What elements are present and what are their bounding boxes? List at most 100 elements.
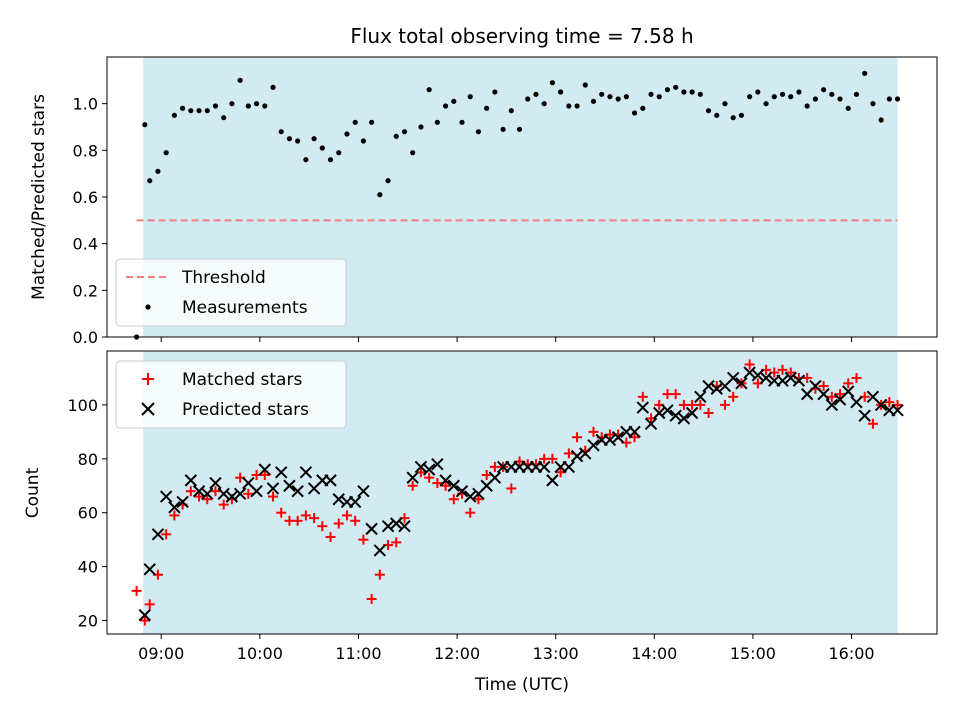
bottom-xtick-label: 10:00: [237, 644, 283, 663]
matched-star-point: [292, 515, 303, 526]
legend-threshold-label: Threshold: [181, 268, 266, 288]
predicted-star-point: [217, 487, 230, 501]
measurement-point: [862, 70, 868, 76]
measurement-point: [829, 91, 835, 97]
predicted-star-point: [611, 431, 625, 444]
matched-star-point: [695, 399, 706, 410]
legend-predicted-label: Predicted stars: [182, 400, 309, 420]
measurement-point: [755, 89, 761, 95]
measurement-point: [418, 124, 424, 130]
bottom-panel: 20 40 60 80 100 09:00 10:00 11:00 12:00 13:00 14:0…: [23, 350, 938, 695]
predicted-star-point: [398, 519, 411, 533]
predicted-star-point: [537, 460, 551, 474]
matched-star-point: [440, 480, 451, 491]
bottom-ytick-label: 100: [67, 396, 98, 415]
predicted-star-point: [455, 484, 469, 498]
measurement-point: [640, 105, 646, 111]
legend-measurements-label: Measurements: [182, 298, 308, 318]
measurement-point: [664, 87, 671, 93]
measurement-point: [656, 94, 662, 100]
top-ytick-label: 0.2: [73, 281, 98, 300]
predicted-star-point: [357, 484, 370, 498]
predicted-star-point: [661, 404, 674, 417]
bottom-ytick-label: 40: [78, 558, 98, 577]
measurement-point: [344, 131, 350, 137]
matched-star-point: [317, 521, 328, 532]
predicted-star-point: [431, 457, 444, 471]
predicted-star-point: [726, 371, 740, 385]
measurement-point: [262, 103, 268, 109]
predicted-star-point: [776, 374, 789, 387]
predicted-star-point: [422, 463, 436, 476]
predicted-star-point: [570, 449, 584, 463]
predicted-star-point: [233, 487, 247, 501]
matched-star-point: [276, 507, 287, 518]
predicted-star-point: [546, 474, 559, 487]
top-ytick-label: 0.6: [73, 188, 98, 207]
measurement-point: [689, 89, 695, 95]
measurement-point: [253, 101, 260, 107]
measurement-point: [401, 129, 408, 135]
predicted-star-point: [250, 484, 263, 498]
measurement-point: [327, 157, 334, 163]
predicted-star-point: [858, 409, 871, 422]
measurement-point: [500, 126, 506, 132]
measurement-point: [722, 101, 728, 107]
predicted-star-point: [891, 404, 904, 417]
predicted-star-point: [644, 417, 658, 430]
measurement-point: [171, 112, 177, 118]
measurement-point: [467, 94, 473, 100]
predicted-star-point: [283, 479, 296, 492]
top-panel: 0.0 0.2 0.4 0.6 0.8 1.0 Matched/Predicted sta…: [29, 56, 938, 347]
top-legend-box: [115, 258, 347, 327]
measurement-point: [804, 103, 810, 109]
predicted-star-point: [784, 371, 797, 385]
matched-star-point: [719, 399, 730, 410]
predicted-star-point: [332, 493, 345, 506]
predicted-star-point: [628, 425, 641, 439]
measurement-point: [484, 105, 490, 111]
predicted-star-point: [759, 371, 773, 385]
predicted-star-point: [743, 366, 756, 379]
measurement-point: [779, 91, 786, 97]
measurement-point: [771, 94, 777, 100]
measurement-point: [681, 89, 687, 95]
predicted-star-point: [439, 474, 452, 487]
bottom-legend-box: [115, 360, 347, 429]
predicted-star-point: [291, 484, 304, 498]
measurement-point: [237, 77, 243, 83]
matched-star-point: [300, 510, 311, 521]
predicted-star-point: [653, 406, 666, 420]
measurement-point: [142, 122, 148, 128]
predicted-star-point: [562, 460, 576, 474]
predicted-star-point: [874, 398, 888, 412]
predicted-star-point: [685, 406, 699, 420]
measurement-point: [442, 103, 449, 109]
matched-star-point: [218, 499, 229, 510]
matched-star-point: [309, 513, 320, 524]
predicted-star-point: [406, 471, 419, 484]
measurement-point: [820, 87, 827, 93]
top-ylabel: Matched/Predicted stars: [29, 94, 49, 300]
top-ytick-label: 1.0: [73, 95, 98, 114]
matched-star-point: [424, 472, 435, 483]
predicted-star-point: [447, 479, 460, 492]
measurement-point: [705, 108, 712, 114]
matched-star-point: [139, 615, 150, 626]
bottom-xtick-label: 09:00: [138, 644, 184, 663]
matched-star-point: [210, 486, 221, 497]
bottom-ytick-label: 80: [78, 450, 98, 469]
predicted-star-point: [138, 608, 152, 622]
predicted-star-point: [299, 466, 313, 479]
predicted-star-point: [192, 484, 206, 498]
measurement-point: [278, 129, 284, 135]
predicted-star-point: [587, 439, 600, 452]
matched-star-point: [785, 367, 796, 378]
top-ticks: 0.0 0.2 0.4 0.6 0.8 1.0: [73, 95, 853, 347]
measurement-point: [697, 91, 703, 97]
matched-star-point: [884, 397, 895, 408]
measurement-point: [451, 98, 457, 104]
bottom-ytick-label: 60: [78, 504, 98, 523]
matched-star-point: [777, 364, 788, 375]
